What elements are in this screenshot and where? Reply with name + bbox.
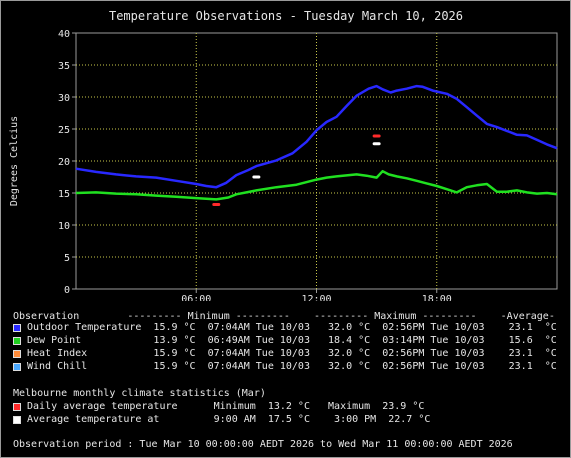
climate-mark-2 — [252, 175, 261, 179]
y-tick-label-0: 0 — [64, 285, 70, 296]
legend-swatch-outdoor-temperature — [13, 324, 21, 332]
y-tick-label-35: 35 — [58, 61, 70, 72]
climate-row-average-at: Average temperature at 9:00 AM 17.5 °C 3… — [27, 414, 431, 425]
temperature-chart: 0 5 10 15 20 25 30 35 40 06:00 12:00 18:00 Tempera… — [9, 9, 558, 301]
series-lines — [75, 84, 558, 201]
y-tick-label-20: 20 — [58, 157, 70, 168]
climate-row-daily-average: Daily average temperature Minimum 13.2 °… — [27, 401, 425, 412]
climate-mark-1 — [372, 134, 381, 138]
y-tick-label-5: 5 — [64, 253, 70, 264]
x-axis-ticks: 06:00 12:00 18:00 — [181, 289, 452, 301]
y-axis-label: Degrees Celcius — [9, 116, 20, 206]
y-tick-label-30: 30 — [58, 93, 70, 104]
y-tick-label-40: 40 — [58, 29, 70, 40]
legend-swatch-dew-point — [13, 337, 21, 345]
climate-header: Melbourne monthly climate statistics (Ma… — [13, 388, 266, 399]
legend-swatch-wind-chill — [13, 363, 21, 371]
legend-row-outdoor-temperature: Outdoor Temperature 15.9 °C 07:04AM Tue … — [27, 322, 557, 333]
y-tick-label-15: 15 — [58, 189, 70, 200]
climate-swatch-average-at — [13, 416, 21, 424]
series-line-outdoor-temperature — [75, 84, 558, 189]
legend-row-dew-point: Dew Point 13.9 °C 06:49AM Tue 10/03 18.4… — [27, 335, 557, 346]
chart-title: Temperature Observations - Tuesday March… — [109, 9, 463, 23]
observation-period: Observation period : Tue Mar 10 00:00:00… — [13, 439, 513, 450]
x-tick-label-18:00: 18:00 — [422, 294, 452, 301]
legend-header: Observation --------- Minimum --------- … — [13, 311, 555, 322]
legend-row-wind-chill: Wind Chill 15.9 °C 07:04AM Tue 10/03 32.… — [27, 361, 557, 372]
series-line-dew-point — [75, 169, 558, 201]
climate-marks — [212, 134, 381, 207]
x-tick-label-06:00: 06:00 — [181, 294, 211, 301]
legend-row-heat-index: Heat Index 15.9 °C 07:04AM Tue 10/03 32.… — [27, 348, 557, 359]
y-tick-label-25: 25 — [58, 125, 70, 136]
legend-swatch-heat-index — [13, 350, 21, 358]
y-axis-ticks: 0 5 10 15 20 25 30 35 40 — [58, 29, 76, 296]
x-tick-label-12:00: 12:00 — [301, 294, 331, 301]
y-tick-label-10: 10 — [58, 221, 70, 232]
climate-mark-3 — [372, 142, 381, 146]
climate-swatch-daily-average — [13, 403, 21, 411]
climate-mark-0 — [212, 203, 221, 207]
